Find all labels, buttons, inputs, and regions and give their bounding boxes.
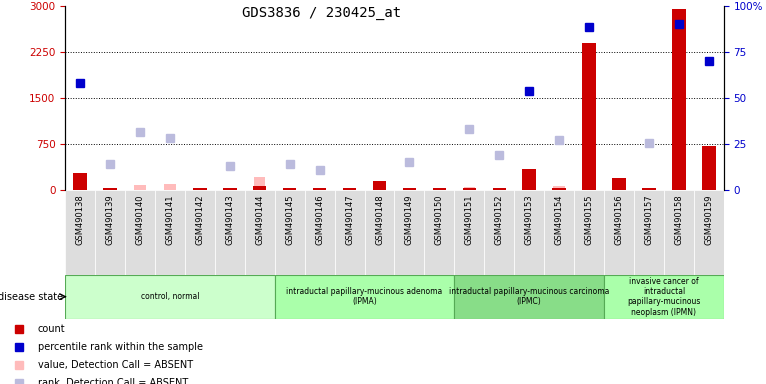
Bar: [283, 188, 296, 190]
Bar: [193, 188, 207, 190]
Bar: [223, 188, 237, 190]
Text: control, normal: control, normal: [141, 292, 199, 301]
Bar: [544, 190, 574, 275]
Bar: [673, 9, 686, 190]
Bar: [702, 146, 715, 190]
Text: GSM490157: GSM490157: [644, 194, 653, 245]
Text: GSM490153: GSM490153: [525, 194, 534, 245]
Bar: [634, 190, 664, 275]
Bar: [433, 188, 446, 190]
Bar: [343, 188, 356, 190]
Text: invasive cancer of
intraductal
papillary-mucinous
neoplasm (IPMN): invasive cancer of intraductal papillary…: [627, 276, 701, 317]
Text: GSM490149: GSM490149: [405, 194, 414, 245]
Text: GSM490151: GSM490151: [465, 194, 474, 245]
Text: GSM490146: GSM490146: [315, 194, 324, 245]
Bar: [612, 178, 626, 190]
Text: GSM490142: GSM490142: [195, 194, 205, 245]
Text: GSM490140: GSM490140: [136, 194, 145, 245]
Text: GSM490159: GSM490159: [705, 194, 713, 245]
Bar: [74, 174, 87, 190]
Text: GDS3836 / 230425_at: GDS3836 / 230425_at: [242, 6, 401, 20]
Bar: [365, 190, 394, 275]
Bar: [463, 187, 475, 190]
Bar: [373, 181, 386, 190]
Text: GSM490139: GSM490139: [106, 194, 115, 245]
Text: GSM490144: GSM490144: [255, 194, 264, 245]
Text: intraductal papillary-mucinous adenoma
(IPMA): intraductal papillary-mucinous adenoma (…: [286, 287, 443, 306]
Bar: [552, 188, 566, 190]
Text: intraductal papillary-mucinous carcinoma
(IPMC): intraductal papillary-mucinous carcinoma…: [449, 287, 610, 306]
Text: GSM490155: GSM490155: [584, 194, 594, 245]
Text: GSM490158: GSM490158: [674, 194, 683, 245]
Bar: [125, 190, 155, 275]
Text: GSM490138: GSM490138: [76, 194, 84, 245]
Text: count: count: [38, 323, 66, 334]
Bar: [454, 190, 484, 275]
Bar: [403, 188, 416, 190]
Bar: [642, 188, 656, 190]
Bar: [514, 190, 544, 275]
Bar: [664, 190, 694, 275]
Bar: [305, 190, 335, 275]
Bar: [574, 190, 604, 275]
Bar: [335, 190, 365, 275]
Text: disease state: disease state: [0, 291, 64, 302]
Bar: [275, 190, 305, 275]
Bar: [164, 184, 175, 190]
Bar: [185, 190, 214, 275]
Bar: [554, 186, 565, 190]
Bar: [134, 185, 146, 190]
Text: GSM490145: GSM490145: [285, 194, 294, 245]
Bar: [214, 190, 245, 275]
Bar: [254, 177, 266, 190]
Bar: [394, 190, 424, 275]
Bar: [275, 275, 454, 319]
Bar: [604, 275, 724, 319]
Bar: [95, 190, 125, 275]
Text: GSM490152: GSM490152: [495, 194, 504, 245]
Bar: [424, 190, 454, 275]
Bar: [463, 188, 476, 190]
Bar: [454, 275, 604, 319]
Bar: [313, 188, 326, 190]
Text: rank, Detection Call = ABSENT: rank, Detection Call = ABSENT: [38, 378, 188, 384]
Text: GSM490148: GSM490148: [375, 194, 384, 245]
Text: GSM490147: GSM490147: [345, 194, 354, 245]
Text: percentile rank within the sample: percentile rank within the sample: [38, 342, 203, 352]
Bar: [65, 275, 275, 319]
Text: GSM490143: GSM490143: [225, 194, 234, 245]
Bar: [582, 43, 596, 190]
Bar: [604, 190, 634, 275]
Text: GSM490156: GSM490156: [614, 194, 624, 245]
Text: GSM490154: GSM490154: [555, 194, 564, 245]
Bar: [65, 190, 95, 275]
Bar: [245, 190, 275, 275]
Bar: [694, 190, 724, 275]
Text: GSM490150: GSM490150: [435, 194, 444, 245]
Bar: [155, 190, 185, 275]
Text: GSM490141: GSM490141: [165, 194, 175, 245]
Bar: [484, 190, 514, 275]
Bar: [103, 188, 116, 190]
Text: value, Detection Call = ABSENT: value, Detection Call = ABSENT: [38, 360, 193, 370]
Bar: [253, 186, 267, 190]
Bar: [493, 188, 506, 190]
Bar: [522, 169, 536, 190]
